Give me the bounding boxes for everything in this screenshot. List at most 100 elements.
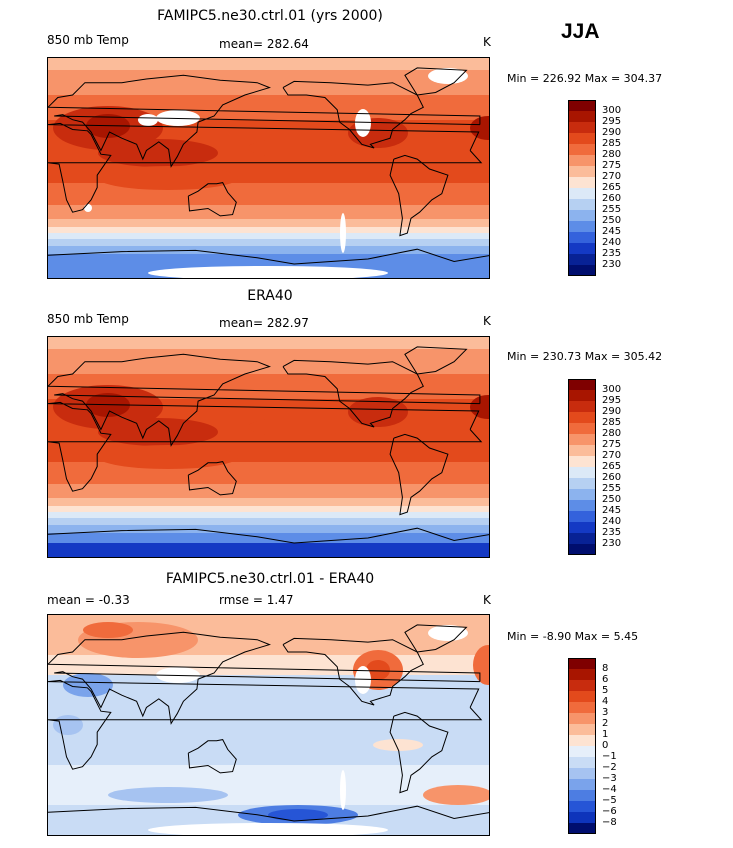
panel2-units-label: K xyxy=(483,314,491,328)
colorbar-tick-label: 250 xyxy=(602,215,622,226)
colorbar-tick-label: 295 xyxy=(602,395,622,406)
contour-band xyxy=(48,525,489,533)
colorbar-tick-label: 255 xyxy=(602,204,622,215)
coastline xyxy=(187,739,237,774)
colorbar-tick-label: 245 xyxy=(602,505,622,516)
map-canvas xyxy=(48,58,489,278)
colorbar-tick-label: −3 xyxy=(602,773,617,784)
panel3-colorbar: 8 6 5 4 3 2 1 0 −1 −2 −3 −4 −5 −6 −8 xyxy=(568,658,628,834)
contour-band xyxy=(48,498,489,506)
coastline xyxy=(389,154,449,237)
coastline xyxy=(48,74,481,168)
panel2-minmax: Min = 230.73 Max = 305.42 xyxy=(507,350,663,363)
contour-blob xyxy=(268,809,328,821)
colorbar-frame xyxy=(568,658,596,834)
coastline xyxy=(48,248,489,265)
missing-data-patch xyxy=(428,625,468,641)
colorbar-tick-label: 230 xyxy=(602,259,622,270)
colorbar-tick-label: 300 xyxy=(602,105,622,116)
contour-blob xyxy=(98,445,238,469)
colorbar-tick-label: 290 xyxy=(602,406,622,417)
contour-band xyxy=(48,533,489,543)
colorbar-tick-label: 255 xyxy=(602,483,622,494)
coastline xyxy=(48,353,481,447)
colorbar-tick-label: 285 xyxy=(602,138,622,149)
panel3-minmax: Min = -8.90 Max = 5.45 xyxy=(507,630,639,643)
missing-data-patch xyxy=(156,667,200,683)
contour-band xyxy=(48,233,489,239)
panel3-units-label: K xyxy=(483,593,491,607)
colorbar-tick-label: 8 xyxy=(602,663,609,674)
colorbar-tick-label: 6 xyxy=(602,674,609,685)
coastline xyxy=(48,122,483,213)
contour-blob xyxy=(108,787,228,803)
panel2-colorbar: 300 295 290 285 280 275 270 265 260 255 250 245 240 2… xyxy=(568,379,628,555)
colorbar-tick-label: 4 xyxy=(602,696,609,707)
missing-data-patch xyxy=(138,114,158,126)
coastline xyxy=(282,359,424,428)
coastline xyxy=(48,679,483,770)
missing-data-patch xyxy=(148,823,388,835)
colorbar-tick-label: 250 xyxy=(602,494,622,505)
contour-blob xyxy=(373,739,423,751)
panel1-variable-label: 850 mb Temp xyxy=(47,33,129,47)
colorbar-tick-label: −6 xyxy=(602,806,617,817)
contour-band xyxy=(48,506,489,512)
contour-blob xyxy=(473,645,489,685)
colorbar-tick-label: 260 xyxy=(602,193,622,204)
colorbar-tick-label: 3 xyxy=(602,707,609,718)
contour-band xyxy=(48,58,489,70)
panel2-variable-label: 850 mb Temp xyxy=(47,312,129,326)
colorbar-tick-label: 275 xyxy=(602,160,622,171)
coastline xyxy=(404,624,468,653)
colorbar-tick-label: 295 xyxy=(602,116,622,127)
colorbar-tick-label: 230 xyxy=(602,538,622,549)
contour-blob xyxy=(423,785,489,805)
colorbar-tick-label: 5 xyxy=(602,685,609,696)
colorbar-tick-label: −8 xyxy=(602,817,617,828)
coastline xyxy=(48,631,481,725)
coastline xyxy=(187,461,237,496)
contour-band xyxy=(48,484,489,498)
panel3-mean-label: mean = -0.33 xyxy=(47,593,130,607)
contour-band xyxy=(48,219,489,227)
colorbar-tick-label: 280 xyxy=(602,428,622,439)
panel3-rmse-label: rmse = 1.47 xyxy=(219,593,294,607)
coastline xyxy=(404,346,468,375)
coastline xyxy=(282,637,424,706)
contour-blob xyxy=(98,418,218,446)
colorbar-tick-label: 270 xyxy=(602,450,622,461)
coastline xyxy=(187,182,237,217)
colorbar-tick-label: −1 xyxy=(602,751,617,762)
colorbar-tick-label: 275 xyxy=(602,439,622,450)
contour-band xyxy=(48,246,489,254)
contour-band xyxy=(48,543,489,557)
map-canvas xyxy=(48,615,489,835)
contour-blob xyxy=(83,622,133,638)
colorbar-frame xyxy=(568,100,596,276)
coastline xyxy=(48,527,489,544)
colorbar-tick-label: 2 xyxy=(602,718,609,729)
missing-data-patch xyxy=(148,266,388,278)
panel2-map xyxy=(47,336,490,558)
panel2-mean-label: mean= 282.97 xyxy=(219,316,309,330)
colorbar-tick-label: 285 xyxy=(602,417,622,428)
colorbar-tick-label: 245 xyxy=(602,226,622,237)
contour-blob xyxy=(348,397,408,427)
colorbar-frame xyxy=(568,379,596,555)
contour-blob xyxy=(248,417,348,437)
contour-band xyxy=(48,512,489,518)
contour-band xyxy=(48,183,489,205)
colorbar-tick-label: 290 xyxy=(602,127,622,138)
colorbar-tick-label: −5 xyxy=(602,795,617,806)
colorbar-tick-label: −4 xyxy=(602,784,617,795)
contour-band xyxy=(48,518,489,525)
contour-blob xyxy=(366,660,390,680)
coastline xyxy=(404,67,468,96)
contour-band xyxy=(48,254,489,264)
contour-blob xyxy=(98,139,218,167)
panel1-title: FAMIPC5.ne30.ctrl.01 (yrs 2000) xyxy=(157,8,383,24)
colorbar-tick-label: 270 xyxy=(602,171,622,182)
missing-data-patch xyxy=(340,770,346,810)
colorbar-tick-label: 300 xyxy=(602,384,622,395)
